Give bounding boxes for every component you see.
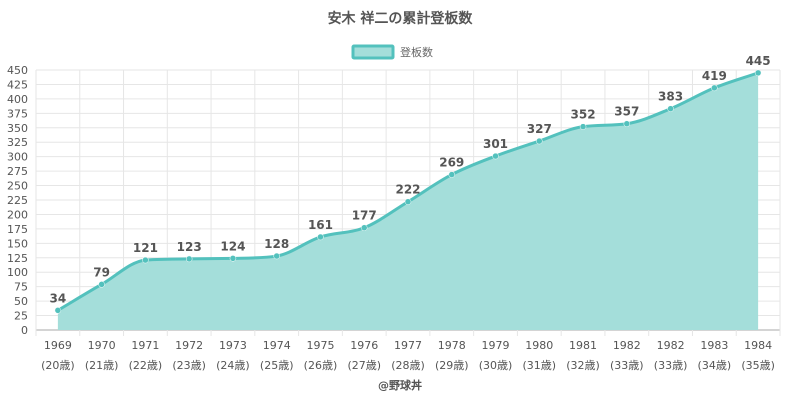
y-tick-label: 0 [21, 324, 28, 337]
y-tick-label: 25 [14, 310, 28, 323]
x-tick-label-age: (32歳) [566, 359, 600, 372]
x-tick-label-year: 1970 [88, 339, 116, 352]
data-label: 383 [658, 90, 683, 104]
data-label: 352 [571, 108, 596, 122]
x-tick-label-year: 1975 [306, 339, 334, 352]
credit-text: @野球丼 [378, 378, 422, 392]
data-point[interactable] [360, 224, 368, 231]
x-tick-label-year: 1979 [482, 339, 510, 352]
y-tick-label: 200 [7, 208, 28, 221]
x-tick-label-year: 1982 [657, 339, 685, 352]
x-tick-label-age: (25歳) [260, 359, 294, 372]
data-labels: 34 79 121 123 124 128 161 177 222 269 301 327 352 357… [50, 54, 771, 305]
x-tick-label-age: (34歳) [698, 359, 732, 372]
x-tick-label-year: 1972 [175, 339, 203, 352]
x-tick-label-year: 1981 [569, 339, 597, 352]
x-tick-label-age: (26歳) [304, 359, 338, 372]
y-tick-label: 75 [14, 281, 28, 294]
x-tick-label-year: 1984 [744, 339, 772, 352]
x-tick-label-year: 1977 [394, 339, 422, 352]
x-tick-label-year: 1974 [263, 339, 291, 352]
x-tick-label-year: 1969 [44, 339, 72, 352]
data-point[interactable] [54, 307, 62, 314]
y-tick-label: 325 [7, 136, 28, 149]
x-tick-label-year: 1973 [219, 339, 247, 352]
x-tick-label-year: 1971 [131, 339, 159, 352]
data-label: 445 [746, 54, 771, 68]
y-tick-label: 250 [7, 180, 28, 193]
data-label: 419 [702, 69, 727, 83]
data-point[interactable] [711, 84, 718, 92]
data-label: 123 [177, 240, 202, 254]
data-label: 177 [352, 209, 377, 223]
data-label: 79 [93, 265, 110, 279]
y-tick-label: 150 [7, 237, 28, 250]
data-label: 357 [614, 105, 639, 119]
data-label: 124 [220, 239, 245, 253]
x-tick-label-year: 1980 [525, 339, 553, 352]
x-tick-label-age: (24歳) [216, 359, 250, 372]
x-tick-label-age: (22歳) [129, 359, 163, 372]
y-tick-label: 275 [7, 165, 28, 178]
data-point[interactable] [667, 105, 674, 112]
x-tick-label-age: (27歳) [347, 359, 381, 372]
x-tick-label-age: (21歳) [85, 359, 119, 372]
x-tick-label-year: 1976 [350, 339, 378, 352]
chart-title: 安木 祥二の累計登板数 [328, 10, 474, 27]
x-tick-label-age: (33歳) [654, 359, 688, 372]
y-tick-label: 300 [7, 151, 28, 164]
data-point[interactable] [579, 123, 587, 130]
data-label: 161 [308, 218, 333, 232]
data-point[interactable] [273, 252, 280, 260]
x-tick-label-year: 1983 [700, 339, 728, 352]
y-tick-label: 375 [7, 107, 28, 120]
x-tick-label-age: (35歳) [741, 359, 775, 372]
data-point[interactable] [623, 120, 631, 127]
data-label: 34 [50, 291, 67, 305]
area-fill [57, 72, 759, 330]
y-tick-label: 100 [7, 266, 28, 279]
data-point[interactable] [98, 281, 105, 288]
x-tick-label-year: 1982 [613, 339, 641, 352]
legend-label: 登板数 [400, 45, 433, 59]
data-label: 327 [527, 122, 552, 136]
data-label: 121 [133, 241, 158, 255]
y-tick-label: 425 [7, 78, 28, 91]
data-label: 128 [264, 237, 289, 251]
x-tick-label-age: (20歳) [41, 359, 75, 372]
x-tick-label-age: (29歳) [435, 359, 469, 372]
data-point[interactable] [142, 256, 149, 264]
data-label: 269 [439, 156, 464, 170]
x-tick-label-age: (28歳) [391, 359, 425, 372]
x-tick-label-age: (31歳) [522, 359, 556, 372]
y-tick-label: 125 [7, 252, 28, 265]
x-tick-label-age: (33歳) [610, 359, 644, 372]
data-point[interactable] [536, 137, 543, 145]
data-point[interactable] [492, 152, 499, 160]
data-label: 301 [483, 137, 508, 151]
x-tick-label-age: (23歳) [172, 359, 206, 372]
y-tick-label: 350 [7, 122, 28, 135]
x-tick-label-age: (30歳) [479, 359, 513, 372]
y-tick-label: 225 [7, 194, 28, 207]
legend[interactable]: 登板数 [351, 44, 433, 60]
data-point[interactable] [404, 198, 412, 205]
y-tick-label: 400 [7, 93, 28, 106]
y-tick-label: 175 [7, 223, 28, 236]
data-points [54, 69, 762, 314]
y-tick-label: 450 [7, 64, 28, 77]
legend-swatch [351, 44, 395, 60]
data-point[interactable] [754, 69, 762, 77]
data-label: 222 [395, 183, 420, 197]
y-tick-label: 50 [14, 295, 28, 308]
data-point[interactable] [185, 255, 193, 263]
data-point[interactable] [317, 233, 324, 241]
x-tick-label-year: 1978 [438, 339, 466, 352]
data-point[interactable] [229, 255, 237, 262]
data-point[interactable] [448, 171, 456, 178]
